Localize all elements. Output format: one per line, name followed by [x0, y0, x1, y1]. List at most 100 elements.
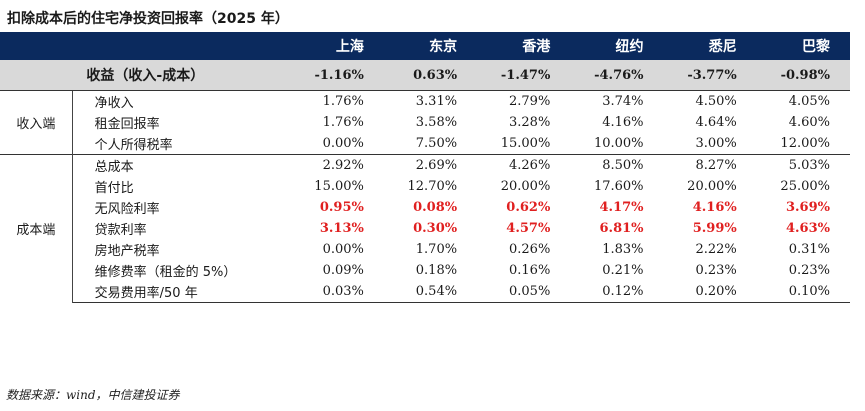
row-label: 无风险利率	[94, 202, 160, 217]
cell-value: 2.92%	[290, 154, 384, 176]
row-label: 租金回报率	[94, 117, 160, 132]
cell-value: 0.16%	[509, 263, 551, 278]
cell-value: 8.27%	[663, 154, 757, 176]
table-title: 扣除成本后的住宅净投资回报率（2025 年）	[7, 11, 289, 27]
summary-label: 收益（收入-成本）	[0, 60, 291, 91]
header-blank	[0, 32, 73, 60]
cell-value: 0.21%	[602, 263, 644, 278]
cell-value: 0.18%	[415, 263, 458, 278]
cell-value: 3.69%	[785, 200, 830, 215]
row-label: 房地产税率	[94, 244, 160, 259]
cell-value: 2.22%	[695, 242, 737, 257]
city-header: 悉尼	[663, 32, 757, 60]
cell-value: 17.60%	[593, 179, 644, 194]
header-blank	[72, 32, 291, 60]
cell-value: 3.13%	[319, 221, 364, 236]
table-row: 收入端 净收入 1.76% 3.31% 2.79% 3.74% 4.50% 4.05%	[0, 90, 850, 155]
cell-value: 6.81%	[599, 221, 644, 236]
cell-value: 4.64%	[695, 115, 737, 130]
cell-value: 5.99%	[692, 221, 737, 236]
cell-value: 0.10%	[756, 281, 850, 303]
cell-value: 10.00%	[593, 136, 644, 151]
cell-value: 0.00%	[322, 136, 364, 151]
city-header: 纽约	[570, 32, 664, 60]
table-row: 成本端 总成本 2.92% 2.69% 4.26% 8.50% 8.27% 5.03%	[0, 154, 850, 303]
group-label: 收入端	[0, 90, 73, 155]
cell-value: 7.50%	[415, 136, 458, 151]
cell-value: 4.60%	[788, 115, 830, 130]
row-label: 净收入	[94, 96, 134, 111]
summary-row: 收益（收入-成本） -1.16% 0.63% -1.47% -4.76% -3.…	[0, 60, 850, 91]
table-row: 无风险利率 0.95% 0.08% 0.62% 4.17% 4.16% 3.69%	[0, 197, 850, 218]
table-row: 房地产税率 0.00% 1.70% 0.26% 1.83% 2.22% 0.31%	[0, 239, 850, 260]
summary-value: -1.16%	[290, 60, 384, 91]
table-row: 贷款利率 3.13% 0.30% 4.57% 6.81% 5.99% 4.63%	[0, 218, 850, 239]
data-source-note: 数据来源：wind，中信建投证券	[6, 388, 180, 402]
cell-value: 3.00%	[695, 136, 737, 151]
summary-value: -1.47%	[477, 60, 571, 91]
cell-value: 0.03%	[290, 281, 384, 303]
cell-value: 0.54%	[383, 281, 478, 303]
cell-value: 2.79%	[509, 94, 551, 109]
cell-value: 0.30%	[413, 221, 458, 236]
cell-value: 12.00%	[780, 136, 830, 151]
row-label: 个人所得税率	[94, 138, 173, 153]
cell-value: 4.26%	[477, 154, 571, 176]
cell-value: 2.69%	[383, 154, 478, 176]
cell-value: 0.12%	[570, 281, 664, 303]
cell-value: 4.63%	[785, 221, 830, 236]
returns-table: 上海 东京 香港 纽约 悉尼 巴黎 收益（收入-成本） -1.16% 0.63%…	[0, 32, 850, 303]
cell-value: 3.74%	[602, 94, 644, 109]
cell-value: 3.31%	[415, 94, 458, 109]
cell-value: 12.70%	[407, 179, 458, 194]
summary-value: -3.77%	[663, 60, 757, 91]
cell-value: 4.16%	[692, 200, 737, 215]
cell-value: 3.58%	[415, 115, 458, 130]
summary-value: -4.76%	[570, 60, 664, 91]
cell-value: 8.50%	[570, 154, 664, 176]
city-header: 东京	[383, 32, 478, 60]
cell-value: 1.76%	[322, 115, 364, 130]
cell-value: 5.03%	[756, 154, 850, 176]
cell-value: 0.00%	[322, 242, 364, 257]
row-label: 贷款利率	[94, 223, 147, 238]
cell-value: 20.00%	[500, 179, 551, 194]
cell-value: 0.20%	[663, 281, 757, 303]
summary-value: -0.98%	[756, 60, 850, 91]
cell-value: 1.83%	[602, 242, 644, 257]
cell-value: 0.26%	[509, 242, 551, 257]
table-row: 首付比 15.00% 12.70% 20.00% 17.60% 20.00% 25.00%	[0, 176, 850, 197]
cell-value: 20.00%	[687, 179, 737, 194]
table-row: 维修费率（租金的 5%） 0.09% 0.18% 0.16% 0.21% 0.23% 0.2…	[0, 260, 850, 281]
table-row: 交易费用率/50 年 0.03% 0.54% 0.05% 0.12% 0.20% 0.10%	[0, 281, 850, 303]
table-body: 收益（收入-成本） -1.16% 0.63% -1.47% -4.76% -3.…	[0, 60, 850, 303]
city-header: 上海	[290, 32, 384, 60]
row-label: 维修费率（租金的 5%）	[94, 265, 237, 280]
cell-value: 0.23%	[695, 263, 737, 278]
cell-value: 0.08%	[413, 200, 458, 215]
cell-value: 0.31%	[788, 242, 830, 257]
header-row: 上海 东京 香港 纽约 悉尼 巴黎	[0, 32, 850, 60]
city-header: 巴黎	[756, 32, 850, 60]
row-label: 总成本	[72, 154, 291, 176]
summary-value: 0.63%	[383, 60, 478, 91]
row-label: 首付比	[94, 181, 134, 196]
cell-value: 4.17%	[599, 200, 644, 215]
cell-value: 0.05%	[477, 281, 571, 303]
cell-value: 15.00%	[314, 179, 364, 194]
cell-value: 0.23%	[788, 263, 830, 278]
cell-value: 4.05%	[788, 94, 830, 109]
table-row: 个人所得税率 0.00% 7.50% 15.00% 10.00% 3.00% 12.00%	[0, 133, 850, 155]
row-label: 交易费用率/50 年	[72, 281, 291, 303]
cell-value: 25.00%	[780, 179, 830, 194]
cell-value: 0.09%	[322, 263, 364, 278]
cell-value: 1.70%	[415, 242, 458, 257]
group-label: 成本端	[0, 154, 73, 303]
cell-value: 4.50%	[695, 94, 737, 109]
cell-value: 0.62%	[506, 200, 551, 215]
cell-value: 4.16%	[602, 115, 644, 130]
cell-value: 15.00%	[500, 136, 551, 151]
cell-value: 4.57%	[506, 221, 551, 236]
city-header: 香港	[477, 32, 571, 60]
cell-value: 0.95%	[319, 200, 364, 215]
